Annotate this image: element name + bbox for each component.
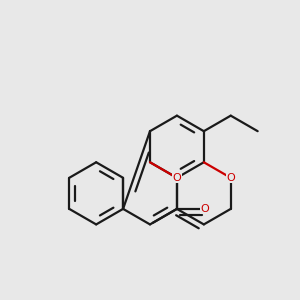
Text: O: O — [172, 173, 181, 183]
Text: O: O — [226, 173, 235, 183]
Text: O: O — [200, 204, 209, 214]
